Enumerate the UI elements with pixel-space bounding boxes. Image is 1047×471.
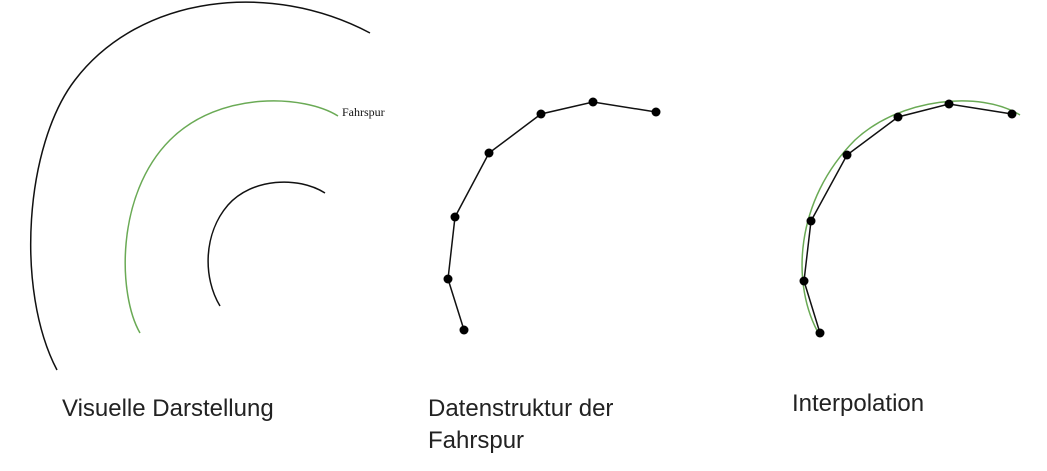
caption-data-structure: Datenstruktur der Fahrspur — [428, 393, 613, 457]
lane-label: Fahrspur — [342, 105, 385, 119]
caption-visual-representation: Visuelle Darstellung — [62, 393, 274, 425]
interpolation-point — [806, 216, 816, 226]
lane-point — [536, 109, 546, 119]
inner-road-edge — [207, 181, 326, 307]
lane-point — [484, 148, 494, 158]
lane-point — [450, 212, 460, 222]
lane-point — [459, 325, 469, 335]
caption-interpolation-text: Interpolation — [792, 390, 925, 417]
caption-interpolation: Interpolation — [792, 388, 924, 420]
interpolation-point — [1007, 109, 1017, 119]
caption-data-line-1: Datenstruktur der — [428, 395, 614, 422]
lane-centerline — [124, 100, 339, 334]
outer-road-edge — [30, 1, 371, 371]
interpolated-curve — [801, 100, 1021, 337]
interpolation-points — [799, 99, 1017, 338]
interpolation-point — [842, 150, 852, 160]
lane-point — [443, 274, 453, 284]
interpolation-point — [944, 99, 954, 109]
lane-point — [588, 97, 598, 107]
visual-representation-panel: Fahrspur — [30, 1, 385, 371]
interpolation-polyline — [803, 103, 1013, 334]
lane-points — [443, 97, 661, 335]
lane-polyline — [447, 101, 657, 331]
caption-visual-text: Visuelle Darstellung — [62, 395, 274, 422]
caption-data-line-2: Fahrspur — [428, 427, 525, 454]
interpolation-point — [815, 328, 825, 338]
data-structure-panel — [443, 97, 661, 335]
interpolation-point — [893, 112, 903, 122]
lane-point — [651, 107, 661, 117]
interpolation-point — [799, 276, 809, 286]
interpolation-panel — [799, 99, 1021, 338]
